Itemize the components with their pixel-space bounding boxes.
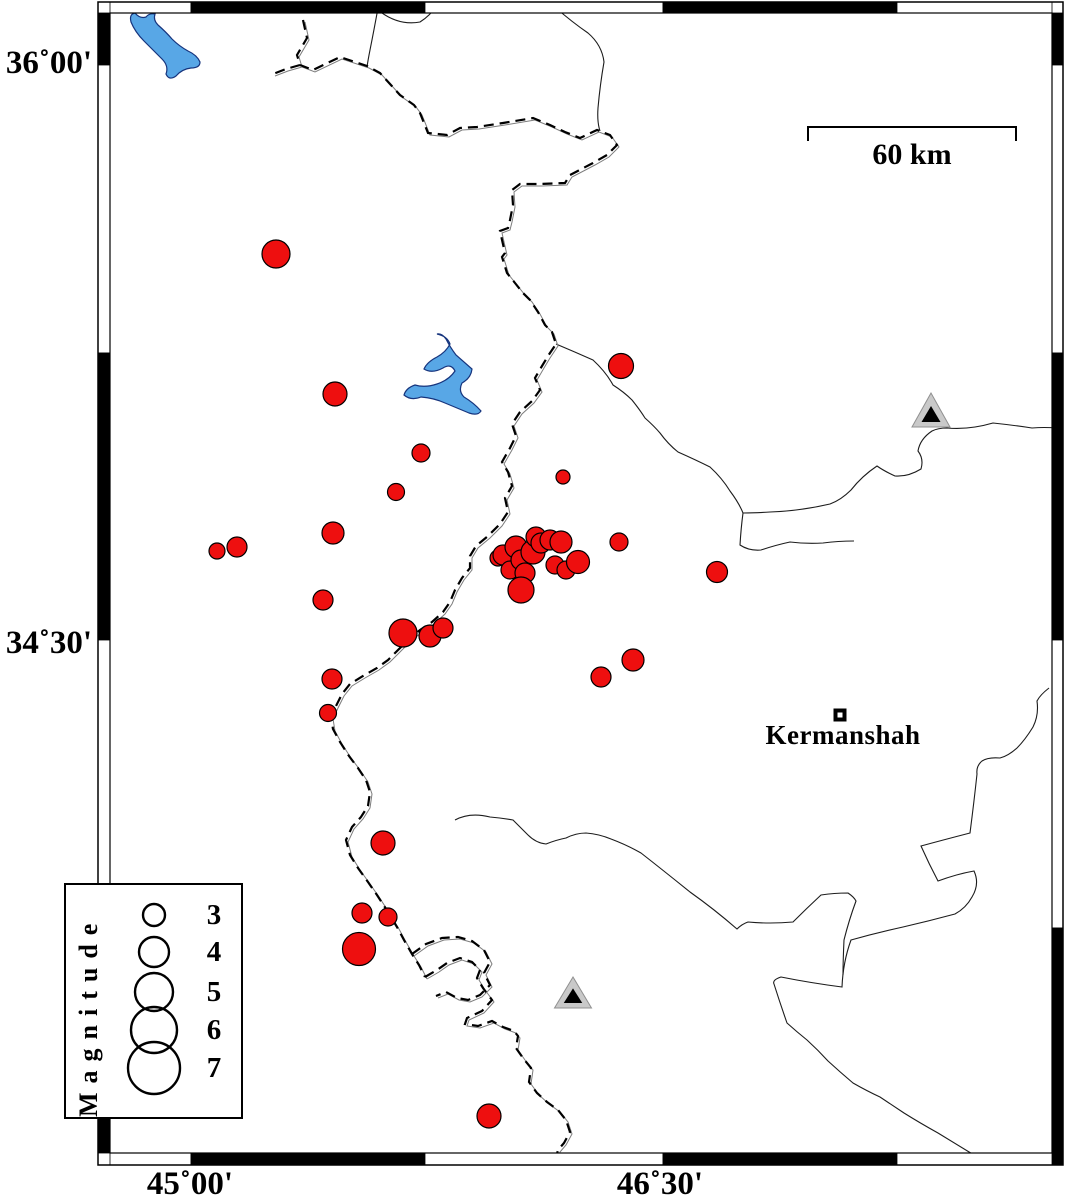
- frame-inner-border: [109, 12, 1053, 1154]
- station-triangle-inner-icon: [921, 406, 941, 422]
- border-dashed-line: [424, 956, 572, 1159]
- frame-segment: [97, 12, 111, 66]
- scale-bar: [807, 126, 1017, 141]
- border-river-line: [413, 938, 493, 1003]
- earthquake-marker: [432, 617, 454, 639]
- river-line: [454, 814, 857, 976]
- latitude-label-middle: 34˚30': [5, 625, 92, 661]
- legend-circle: [129, 1005, 179, 1055]
- longitude-label-left: 45˚00': [146, 1166, 234, 1202]
- city-marker-center: [837, 712, 843, 718]
- legend-circle: [133, 971, 175, 1013]
- earthquake-marker: [322, 381, 348, 407]
- earthquake-marker: [378, 907, 398, 927]
- scale-bar-label: 60 km: [872, 138, 952, 171]
- frame-segment: [1051, 12, 1064, 66]
- river-line: [773, 687, 1050, 1156]
- legend-circle: [137, 935, 171, 969]
- earthquake-marker: [607, 352, 635, 380]
- earthquake-marker: [261, 239, 291, 269]
- earthquake-marker: [621, 648, 645, 672]
- earthquake-marker: [351, 902, 373, 924]
- earthquake-marker: [318, 703, 338, 723]
- frame-segment: [1051, 352, 1064, 641]
- frame-segment: [896, 1152, 1053, 1166]
- earthquake-marker: [549, 530, 573, 554]
- river-line: [555, 343, 855, 551]
- river-line: [555, 7, 605, 132]
- legend-magnitude-label-4: 4: [206, 936, 222, 968]
- frame-segment: [896, 1, 1053, 14]
- frame-segment: [1051, 639, 1064, 929]
- border-dashed-line: [411, 935, 492, 1002]
- earthquake-marker: [321, 521, 345, 545]
- earthquake-marker: [705, 560, 729, 584]
- legend-circle: [126, 1040, 182, 1096]
- border-dashed-line: [295, 19, 619, 978]
- frame-outer-border: [97, 1, 1064, 1166]
- river-line: [366, 7, 379, 68]
- magnitude-legend: Magnitude 3 4 5 6 7: [64, 883, 243, 1119]
- legend-magnitude-label-3: 3: [206, 899, 222, 931]
- earthquake-marker: [321, 668, 343, 690]
- frame-segment: [424, 1, 664, 14]
- frame-segment: [1051, 927, 1064, 1154]
- longitude-label-right: 46˚30': [616, 1166, 704, 1202]
- earthquake-marker: [370, 830, 396, 856]
- earthquake-marker: [507, 576, 535, 604]
- earthquake-marker: [565, 549, 591, 575]
- earthquake-marker: [590, 666, 612, 688]
- frame-segment: [662, 1, 898, 14]
- border-river-line: [426, 959, 573, 1161]
- border-dashed-line: [272, 63, 301, 76]
- earthquake-marker: [388, 618, 418, 648]
- frame-segment: [97, 352, 111, 641]
- border-river-line: [274, 66, 303, 77]
- frame-segment: [1051, 64, 1064, 354]
- station-triangle-inner-icon: [563, 988, 583, 1003]
- legend-magnitude-label-6: 6: [206, 1014, 222, 1046]
- frame-segment: [109, 1, 192, 14]
- legend-magnitude-label-7: 7: [206, 1052, 222, 1084]
- earthquake-marker: [226, 536, 248, 558]
- earthquake-marker: [555, 469, 571, 485]
- latitude-label-top: 36˚00': [5, 45, 92, 81]
- earthquake-marker: [312, 589, 334, 611]
- lake-shape: [403, 333, 482, 415]
- earthquake-marker: [341, 931, 377, 967]
- earthquake-marker: [208, 542, 226, 560]
- legend-circles-canvas: [126, 902, 182, 1096]
- earthquake-marker: [609, 532, 629, 552]
- earthquake-marker: [476, 1103, 502, 1129]
- city-label: Kermanshah: [765, 720, 921, 750]
- earthquake-marker: [386, 482, 406, 502]
- frame-segment: [190, 1, 426, 14]
- legend-circle: [141, 902, 167, 928]
- river-line: [742, 422, 1058, 514]
- frame-segment: [97, 64, 111, 354]
- earthquake-marker: [411, 443, 431, 463]
- legend-title: Magnitude: [74, 914, 103, 1117]
- frame-corner: [1052, 1153, 1063, 1165]
- lake-shape: [129, 12, 201, 79]
- legend-magnitude-label-5: 5: [206, 976, 222, 1008]
